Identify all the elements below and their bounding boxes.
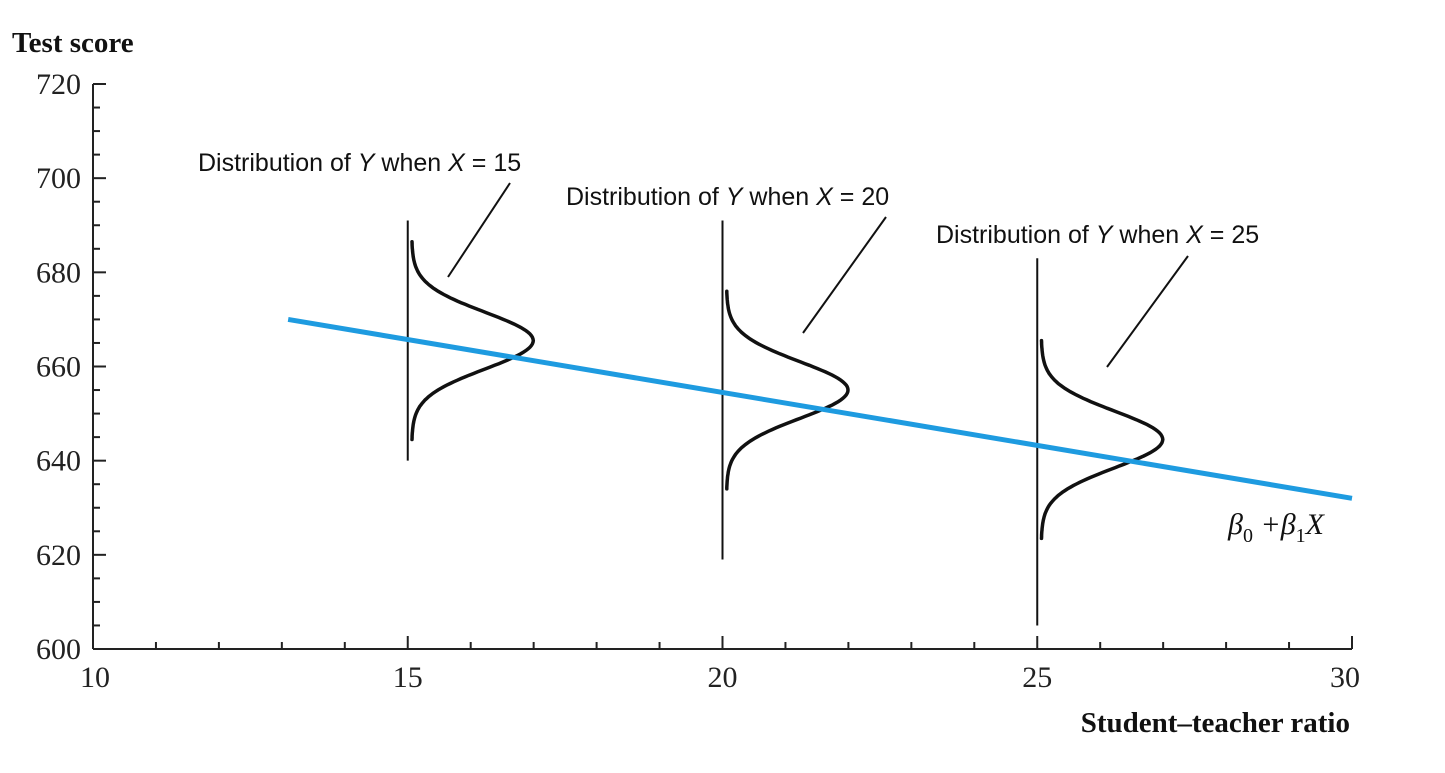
distribution-leader-line	[802, 216, 887, 334]
distributions: Distribution of Y when X = 15 Distributio…	[198, 149, 1259, 626]
distribution-25: Distribution of Y when X = 25	[936, 221, 1259, 626]
line-label-plus: +	[1253, 508, 1281, 541]
regression-line-label: β0 +β1X	[1227, 508, 1326, 547]
y-tick-label: 700	[36, 162, 81, 195]
distribution-15: Distribution of Y when X = 15	[198, 149, 536, 461]
regression-line	[287, 316, 1353, 501]
distribution-label: Distribution of Y when X = 25	[936, 221, 1259, 249]
distribution-20: Distribution of Y when X = 20	[566, 183, 889, 560]
x-axis-title: Student–teacher ratio	[1081, 707, 1350, 739]
y-axis-title: Test score	[12, 27, 134, 59]
distribution-leader-line	[1106, 255, 1189, 368]
y-tick-label: 720	[36, 68, 81, 101]
y-ticks: 600 620 640 660 680 700 720	[36, 68, 106, 666]
line-label-beta0: β	[1227, 508, 1243, 541]
y-tick-label: 640	[36, 445, 81, 478]
distribution-curve	[410, 239, 536, 442]
line-label-x: X	[1305, 508, 1326, 541]
y-tick-label: 600	[36, 633, 81, 666]
line-label-beta1: β	[1280, 508, 1296, 541]
x-tick-label: 30	[1330, 661, 1360, 694]
distribution-label: Distribution of Y when X = 20	[566, 183, 889, 211]
y-tick-label: 660	[36, 351, 81, 384]
x-ticks: 10 15 20 25 30	[80, 636, 1360, 694]
distribution-curve	[725, 289, 850, 491]
x-tick-label: 25	[1022, 661, 1052, 694]
line-label-sub1: 1	[1296, 525, 1306, 547]
line-label-sub0: 0	[1243, 525, 1253, 547]
distribution-curve	[1039, 338, 1165, 541]
x-tick-label: 10	[80, 661, 110, 694]
distribution-label: Distribution of Y when X = 15	[198, 149, 521, 177]
distribution-leader-line	[447, 182, 511, 278]
y-tick-label: 620	[36, 539, 81, 572]
y-tick-label: 680	[36, 256, 81, 289]
x-tick-label: 20	[708, 661, 738, 694]
x-tick-label: 15	[393, 661, 423, 694]
